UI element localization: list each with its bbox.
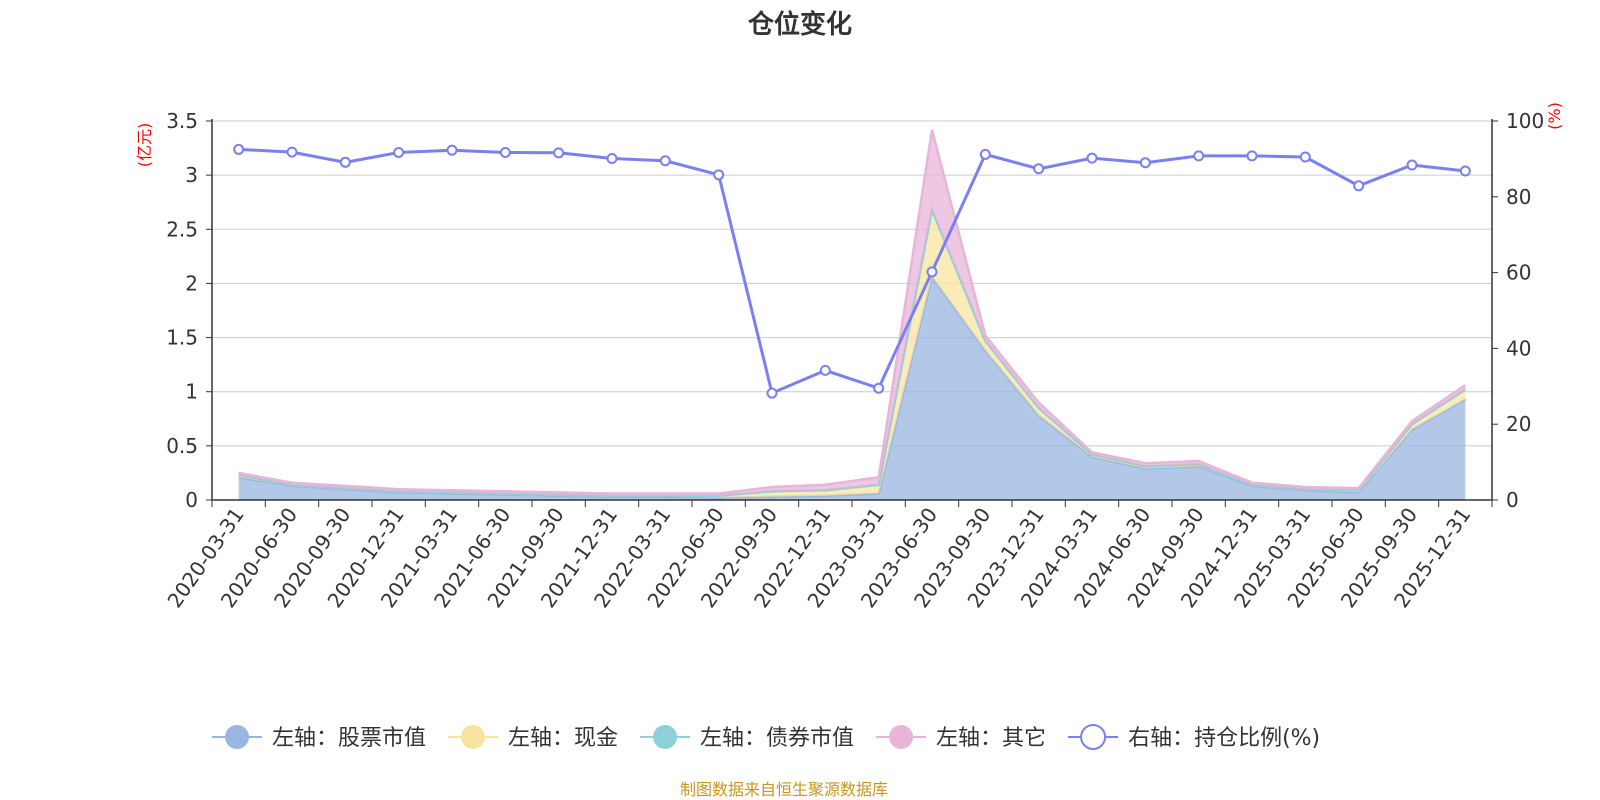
area-edge-series-1 — [238, 205, 1466, 497]
holding-ratio-point — [819, 364, 831, 376]
holding-ratio-point — [1406, 159, 1418, 171]
x-axis-ticks: 2020-03-312020-06-302020-09-302020-12-31… — [162, 500, 1493, 612]
holding-ratio-point — [1459, 165, 1471, 177]
left-tick-label: 1 — [185, 380, 198, 404]
holding-ratio-point — [233, 143, 245, 155]
line-series — [233, 143, 1471, 399]
legend-marker — [889, 725, 914, 749]
holding-ratio-point — [286, 146, 298, 158]
legend-label: 左轴：股票市值 — [272, 726, 426, 751]
left-tick-label: 2 — [185, 271, 198, 295]
right-tick-label: 20 — [1506, 412, 1531, 436]
legend-item-1[interactable]: 左轴：现金 — [448, 725, 618, 751]
left-tick-label: 1.5 — [166, 326, 198, 350]
legend-label: 右轴：持仓比例(%) — [1128, 726, 1320, 751]
right-tick-label: 0 — [1506, 488, 1519, 512]
left-tick-label: 3.5 — [166, 109, 198, 133]
holding-ratio-point — [659, 155, 671, 167]
legend-marker — [1080, 724, 1107, 750]
legend-item-0[interactable]: 左轴：股票市值 — [212, 725, 426, 751]
legend-marker — [225, 725, 249, 749]
holding-ratio-point — [1086, 152, 1098, 164]
holding-ratio-point — [766, 387, 778, 399]
holding-ratio-point — [446, 144, 458, 156]
area-fill-series-0 — [238, 276, 1466, 500]
right-tick-label: 100 — [1506, 109, 1544, 133]
legend[interactable]: 左轴：股票市值 左轴：现金 左轴：债券市值 左轴：其它 右轴：持仓比例(%) — [212, 724, 1320, 751]
legend-label: 左轴：其它 — [936, 726, 1046, 751]
legend-label: 左轴：现金 — [508, 726, 618, 751]
legend-item-2[interactable]: 左轴：债券市值 — [640, 725, 854, 751]
holding-ratio-point — [873, 382, 885, 394]
left-tick-label: 2.5 — [166, 217, 198, 241]
holding-ratio-point — [1033, 163, 1045, 175]
holding-ratio-point — [1299, 151, 1311, 163]
area-edge-series-3 — [238, 129, 1466, 495]
holding-ratio-point — [393, 146, 405, 158]
holding-ratio-point — [1246, 150, 1258, 162]
right-tick-label: 40 — [1506, 336, 1531, 360]
holding-ratio-point — [1353, 180, 1365, 192]
grid-lines — [212, 120, 1492, 501]
area-series — [238, 129, 1466, 500]
holding-ratio-point — [1193, 150, 1205, 162]
holding-ratio-point — [979, 148, 991, 160]
left-axis-ticks: 0 0.5 1 1.5 2 2.5 3 3.5 — [166, 109, 212, 512]
holding-ratio-point — [1139, 157, 1151, 169]
left-tick-label: 0.5 — [166, 434, 198, 458]
right-tick-label: 60 — [1506, 261, 1531, 285]
chart-title: 仓位变化 — [747, 9, 852, 40]
axes — [211, 119, 1493, 501]
right-tick-label: 80 — [1506, 185, 1531, 209]
area-fill-series-3 — [238, 129, 1466, 496]
holding-ratio-line — [238, 147, 1466, 396]
area-edge-series-0 — [238, 273, 1466, 500]
legend-item-3[interactable]: 左轴：其它 — [876, 725, 1046, 751]
right-axis-ticks: 0 20 40 60 80 100 — [1492, 109, 1544, 512]
holding-ratio-point — [713, 169, 725, 181]
holding-ratio-point — [553, 147, 565, 159]
legend-marker — [461, 725, 486, 749]
area-edge-series-2 — [238, 205, 1466, 497]
area-fill-series-1 — [238, 209, 1466, 498]
legend-label: 左轴：债券市值 — [700, 726, 854, 751]
holding-ratio-point — [606, 153, 618, 165]
data-source-note: 制图数据来自恒生聚源数据库 — [680, 780, 888, 799]
holding-ratio-point — [926, 266, 938, 278]
legend-marker — [653, 725, 678, 749]
area-fill-series-2 — [238, 209, 1466, 496]
left-axis-unit: (亿元) — [135, 123, 154, 168]
holding-ratio-point — [339, 156, 351, 168]
left-tick-label: 0 — [185, 488, 198, 512]
right-axis-unit: (%) — [1545, 102, 1564, 130]
left-tick-label: 3 — [185, 163, 198, 187]
holding-ratio-point — [499, 146, 511, 158]
legend-item-4[interactable]: 右轴：持仓比例(%) — [1068, 724, 1320, 751]
